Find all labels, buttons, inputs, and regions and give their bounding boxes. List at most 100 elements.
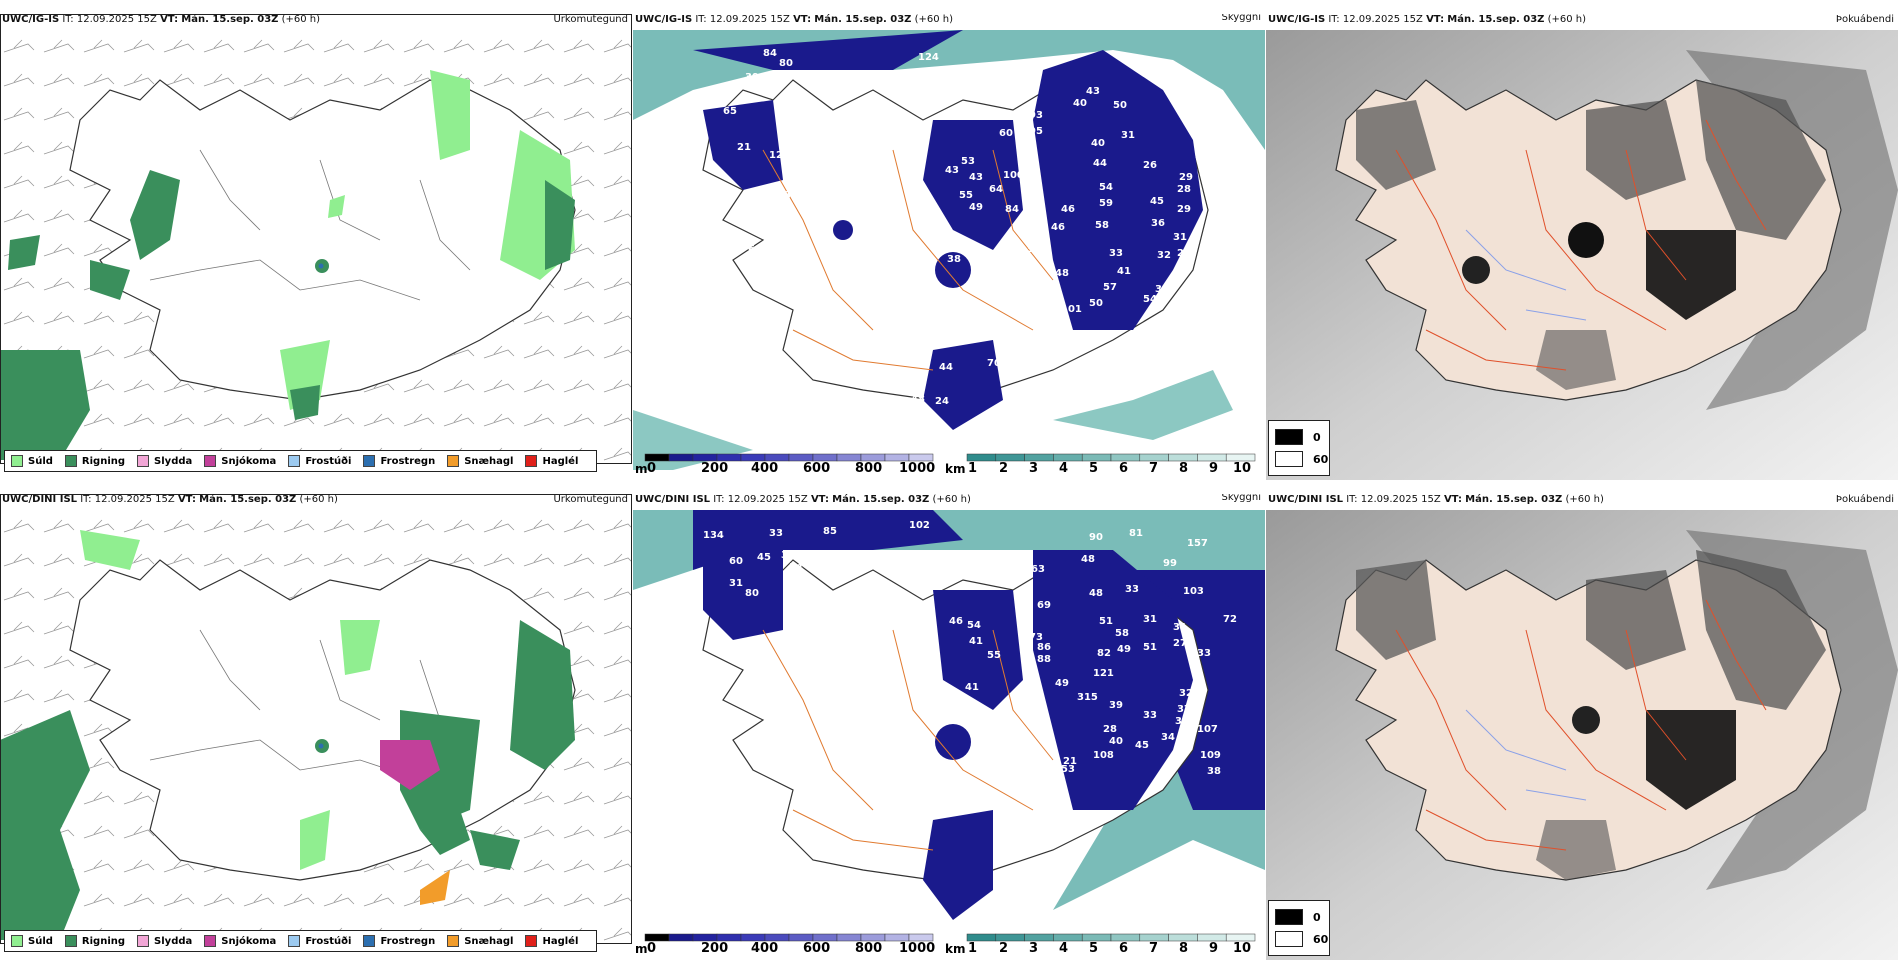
colorbar-segment <box>812 933 838 942</box>
svg-text:54: 54 <box>1143 294 1157 305</box>
panel-name: Skyggni <box>1221 494 1261 503</box>
svg-text:59: 59 <box>1099 198 1113 209</box>
svg-text:31: 31 <box>1121 130 1135 141</box>
fog-legend: 0 60 <box>1268 420 1330 476</box>
svg-text:31: 31 <box>761 204 775 215</box>
svg-text:91: 91 <box>896 254 910 265</box>
legend-item: Slydda <box>137 455 192 467</box>
colorbar-segment <box>1024 453 1054 462</box>
svg-text:48: 48 <box>1055 268 1069 279</box>
svg-text:84: 84 <box>1005 204 1019 215</box>
svg-text:21: 21 <box>737 142 751 153</box>
svg-text:48: 48 <box>1089 588 1103 599</box>
colorbar-segment <box>1139 933 1169 942</box>
svg-text:43: 43 <box>945 688 959 699</box>
svg-text:73: 73 <box>777 190 791 201</box>
svg-text:45: 45 <box>757 552 771 563</box>
legend-item: Snæhagl <box>447 455 513 467</box>
svg-text:33: 33 <box>769 528 783 539</box>
colorbar-segment <box>908 933 934 942</box>
svg-text:109: 109 <box>1200 750 1221 761</box>
legend-item: Súld <box>11 935 53 947</box>
svg-text:45: 45 <box>1135 740 1149 751</box>
svg-text:51: 51 <box>1143 642 1157 653</box>
svg-text:29: 29 <box>1179 172 1193 183</box>
fog-dark-areas <box>1356 80 1826 390</box>
svg-text:28: 28 <box>1177 248 1191 259</box>
colorbar-segment <box>764 453 790 462</box>
svg-text:55: 55 <box>987 650 1001 661</box>
panel-fog-top: UWC/IG-IS IT: 12.09.2025 15Z VT: Mán. 15… <box>1266 14 1898 480</box>
legend-swatch <box>204 935 217 947</box>
colorbar-segment <box>836 933 862 942</box>
colorbar-segment <box>1197 933 1227 942</box>
svg-text:46: 46 <box>1061 204 1075 215</box>
svg-text:23: 23 <box>917 792 931 803</box>
legend-swatch <box>447 935 460 947</box>
panel-precip-top: UWC/IG-IS IT: 12.09.2025 15Z VT: Mán. 15… <box>0 14 632 480</box>
svg-text:37: 37 <box>1177 704 1191 715</box>
svg-text:28: 28 <box>1177 184 1191 195</box>
vis-value-labels: 134 33 85 102 60 45 32 34 31 80 39 90 81… <box>703 520 1237 827</box>
colorbar-segment <box>966 453 997 462</box>
legend-item: Frostúði <box>288 455 351 467</box>
svg-text:31: 31 <box>729 578 743 589</box>
svg-text:65: 65 <box>723 106 737 117</box>
colorbar-segment <box>740 453 766 462</box>
svg-text:27: 27 <box>1173 638 1187 649</box>
legend-swatch <box>525 935 538 947</box>
svg-text:48: 48 <box>911 394 925 405</box>
panel-name: Þokuábendi <box>1835 494 1894 505</box>
svg-text:46: 46 <box>1051 222 1065 233</box>
colorbar-segment <box>668 933 694 942</box>
svg-text:41: 41 <box>1117 266 1131 277</box>
legend-item: Rigning <box>64 935 125 947</box>
svg-text:54: 54 <box>1027 682 1041 693</box>
svg-text:315: 315 <box>1077 692 1098 703</box>
svg-text:70: 70 <box>987 358 1001 369</box>
svg-text:33: 33 <box>1197 648 1211 659</box>
svg-text:48: 48 <box>909 816 923 827</box>
fog-legend: 0 60 <box>1268 900 1330 956</box>
svg-text:30: 30 <box>1065 340 1079 351</box>
svg-text:44: 44 <box>1093 158 1107 169</box>
svg-text:86: 86 <box>1037 642 1051 653</box>
colorbar-segment <box>1081 453 1112 462</box>
svg-text:24: 24 <box>935 396 949 407</box>
panel-visibility-bottom: UWC/DINI ISL IT: 12.09.2025 15Z VT: Mán.… <box>633 494 1265 960</box>
legend-item: Rigning <box>64 455 125 467</box>
svg-text:44: 44 <box>939 362 953 373</box>
colorbar-segment <box>1225 453 1256 462</box>
svg-text:53: 53 <box>961 156 975 167</box>
colorbar-segment <box>644 933 670 942</box>
legend-item: Snjókoma <box>204 935 276 947</box>
svg-text:32: 32 <box>781 550 795 561</box>
svg-text:43: 43 <box>911 378 925 389</box>
svg-text:59: 59 <box>1027 244 1041 255</box>
colorbar-segment <box>1053 933 1083 942</box>
svg-text:46: 46 <box>949 616 963 627</box>
svg-text:26: 26 <box>1143 160 1157 171</box>
colorbar-segment <box>764 933 790 942</box>
panel-name: Þokuábendi <box>1835 14 1894 25</box>
vis-value-labels: 84 80 39 124 65 21 129 79 73 31 67 68 91… <box>723 48 1193 407</box>
panel-name: Úrkomutegund <box>553 14 628 25</box>
precip-legend: Súld Rigning Slydda Snjókoma Frostúði Fr… <box>4 450 598 472</box>
svg-text:39: 39 <box>1109 700 1123 711</box>
svg-text:39: 39 <box>937 784 951 795</box>
legend-swatch <box>137 935 150 947</box>
colorbar-svg <box>644 453 1256 462</box>
svg-text:31: 31 <box>1143 614 1157 625</box>
colorbar-svg <box>644 933 1256 942</box>
colorbar-segment <box>1110 453 1141 462</box>
panel-fog-bottom: UWC/DINI ISL IT: 12.09.2025 15Z VT: Mán.… <box>1266 494 1898 960</box>
svg-text:39: 39 <box>801 578 815 589</box>
colorbar-segment <box>966 933 997 942</box>
legend-item: Haglél <box>525 455 578 467</box>
svg-text:49: 49 <box>1117 644 1131 655</box>
legend-swatch <box>288 455 301 467</box>
legend-item: Haglél <box>525 935 578 947</box>
legend-item: Slydda <box>137 935 192 947</box>
svg-text:43: 43 <box>969 172 983 183</box>
colorbar-segment <box>1197 453 1227 462</box>
